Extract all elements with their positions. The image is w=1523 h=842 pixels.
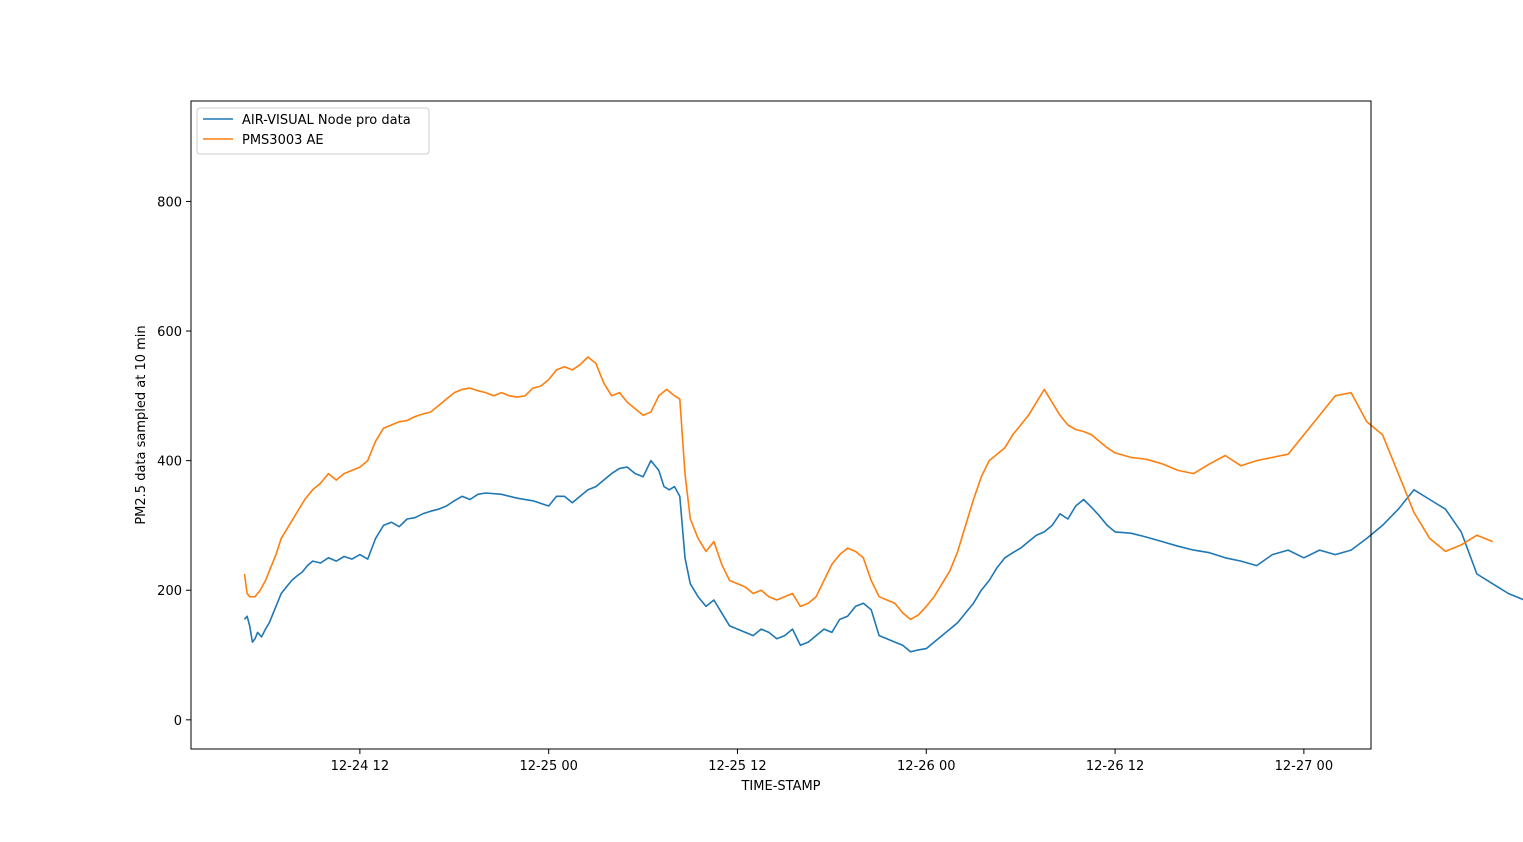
series-layer [243, 356, 1523, 653]
x-axis-label: TIME-STAMP [740, 779, 820, 794]
x-tick-label: 12-26 12 [1086, 759, 1144, 774]
y-tick-label: 0 [174, 714, 182, 729]
series-line-pms3003 [243, 356, 1494, 621]
y-axis: 0 200 400 600 800 [157, 195, 191, 729]
x-tick-label: 12-24 12 [331, 759, 389, 774]
y-tick-label: 400 [157, 455, 182, 470]
legend-label-air-visual: AIR-VISUAL Node pro data [242, 113, 411, 128]
x-tick-label: 12-27 00 [1275, 759, 1333, 774]
plot-area [190, 100, 1523, 750]
plot-frame [190, 100, 1372, 750]
x-axis: 12-24 12 12-25 00 12-25 12 12-26 00 12-26 12… [331, 749, 1333, 774]
series-line-air-visual [243, 459, 1523, 653]
y-tick-label: 800 [157, 195, 182, 210]
x-tick-label: 12-25 00 [519, 759, 577, 774]
legend: AIR-VISUAL Node pro data PMS3003 AE [196, 107, 430, 155]
y-axis-label: PM2.5 data sampled at 10 min [134, 325, 149, 524]
legend-frame [196, 107, 430, 155]
x-tick-label: 12-26 00 [897, 759, 955, 774]
legend-label-pms3003: PMS3003 AE [242, 133, 324, 148]
x-tick-label: 12-25 12 [708, 759, 766, 774]
y-tick-label: 600 [157, 325, 182, 340]
y-tick-label: 200 [157, 584, 182, 599]
